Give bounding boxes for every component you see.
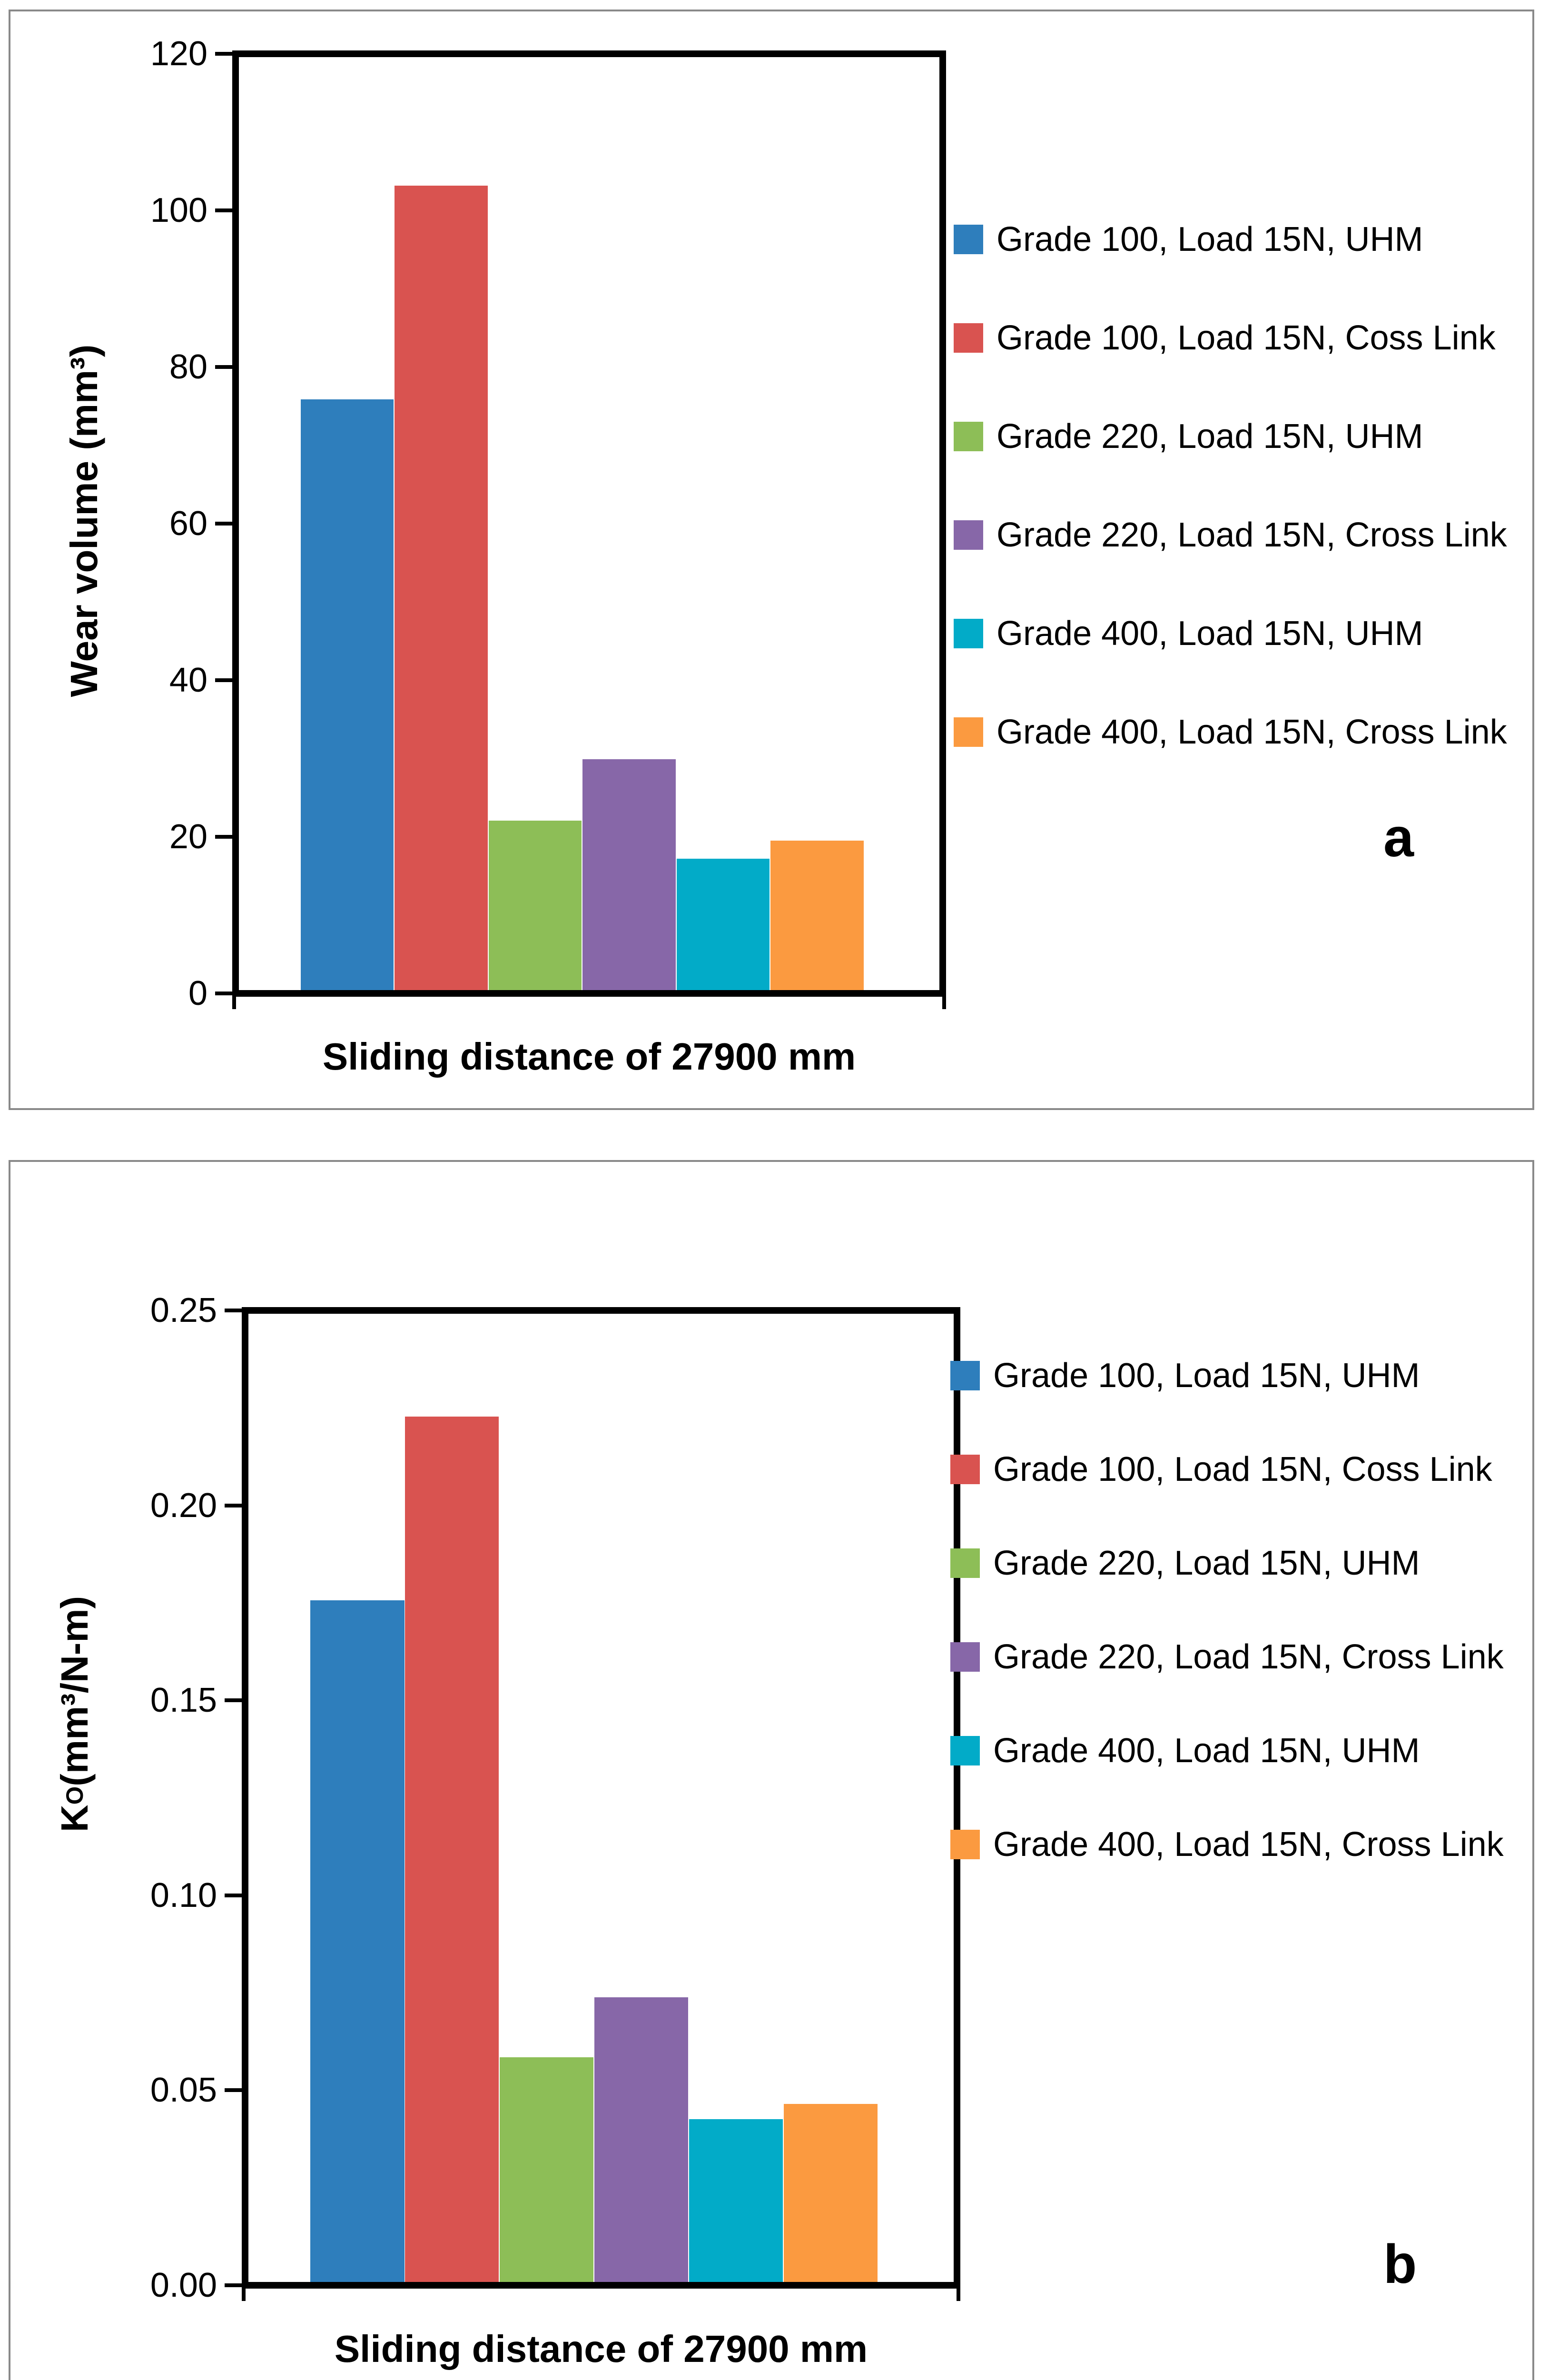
bar-2 (405, 1416, 499, 2282)
legend-label: Grade 400, Load 15N, Cross Link (996, 713, 1507, 751)
y-tick-mark (215, 835, 234, 839)
legend-label: Grade 100, Load 15N, Coss Link (993, 1450, 1492, 1488)
bar-6 (770, 841, 864, 990)
legend-label: Grade 100, Load 15N, UHM (993, 1357, 1420, 1395)
legend-item: Grade 220, Load 15N, UHM (954, 405, 1423, 468)
legend-label: Grade 220, Load 15N, Cross Link (996, 516, 1507, 554)
legend-swatch (950, 1455, 980, 1484)
y-tick-label: 0.10 (150, 1876, 217, 1914)
y-axis-title-b-subscript: O (61, 1786, 88, 1805)
legend-item: Grade 220, Load 15N, UHM (950, 1532, 1420, 1595)
legend-swatch (954, 717, 983, 747)
x-axis-end-tick (242, 2289, 246, 2301)
legend-label: Grade 220, Load 15N, UHM (996, 417, 1423, 456)
legend-label: Grade 400, Load 15N, Cross Link (993, 1825, 1504, 1864)
legend-swatch (950, 1548, 980, 1578)
legend-item: Grade 100, Load 15N, UHM (950, 1344, 1420, 1407)
legend-label: Grade 100, Load 15N, UHM (996, 220, 1423, 258)
y-tick-label: 60 (169, 505, 207, 543)
bar-5 (676, 858, 770, 990)
y-tick-label: 80 (169, 348, 207, 386)
y-tick-label: 0 (188, 974, 207, 1012)
bar-6 (783, 2103, 878, 2282)
y-tick-mark (215, 365, 234, 369)
legend-swatch (954, 422, 983, 451)
legend-swatch (950, 1642, 980, 1672)
y-tick-label: 0.20 (150, 1486, 217, 1525)
y-tick-label: 0.25 (150, 1291, 217, 1329)
bar-4 (594, 1997, 689, 2282)
x-axis-end-tick (957, 2289, 960, 2301)
x-axis-end-tick (942, 997, 946, 1009)
y-tick-label: 100 (150, 191, 207, 229)
bar-4 (582, 759, 676, 990)
y-tick-mark (225, 2283, 244, 2287)
legend-item: Grade 220, Load 15N, Cross Link (950, 1626, 1504, 1688)
panel-a: Wear volume (mm³) Sliding distance of 27… (9, 10, 1534, 1110)
y-tick-mark (225, 1893, 244, 1897)
legend-label: Grade 220, Load 15N, UHM (993, 1544, 1420, 1582)
legend-item: Grade 400, Load 15N, Cross Link (950, 1813, 1504, 1876)
legend-item: Grade 400, Load 15N, UHM (950, 1719, 1420, 1782)
x-axis-title-a: Sliding distance of 27900 mm (322, 1035, 856, 1078)
y-tick-mark (215, 678, 234, 682)
legend-label: Grade 220, Load 15N, Cross Link (993, 1638, 1504, 1676)
legend-swatch (950, 1361, 980, 1390)
panel-letter-b: b (1383, 2234, 1417, 2295)
bar-3 (488, 820, 582, 990)
bar-2 (395, 185, 488, 990)
y-tick-label: 20 (169, 818, 207, 856)
legend-label: Grade 400, Load 15N, UHM (993, 1732, 1420, 1770)
y-tick-mark (215, 992, 234, 995)
legend-swatch (954, 520, 983, 550)
legend-item: Grade 400, Load 15N, UHM (954, 602, 1423, 665)
y-tick-label: 120 (150, 35, 207, 73)
legend-label: Grade 400, Load 15N, UHM (996, 615, 1423, 653)
y-tick-label: 0.05 (150, 2071, 217, 2110)
legend-item: Grade 100, Load 15N, Coss Link (950, 1438, 1492, 1501)
legend-swatch (954, 619, 983, 648)
bar-1 (310, 1600, 405, 2282)
y-tick-mark (225, 1309, 244, 1312)
legend-item: Grade 100, Load 15N, UHM (954, 208, 1423, 271)
y-tick-mark (215, 522, 234, 526)
legend-swatch (954, 225, 983, 254)
legend-swatch (950, 1830, 980, 1859)
y-tick-mark (215, 52, 234, 56)
legend-swatch (950, 1736, 980, 1765)
bar-1 (300, 399, 394, 990)
bar-3 (500, 2057, 594, 2282)
y-tick-mark (225, 2088, 244, 2092)
y-tick-mark (225, 1503, 244, 1507)
x-axis-end-tick (232, 997, 236, 1009)
y-axis-title-b-main: K (53, 1805, 96, 1833)
y-tick-label: 0.00 (150, 2266, 217, 2304)
y-tick-mark (225, 1698, 244, 1703)
legend-item: Grade 220, Load 15N, Cross Link (954, 504, 1507, 566)
y-tick-label: 0.15 (150, 1681, 217, 1720)
x-axis-title-b: Sliding distance of 27900 mm (334, 2328, 868, 2370)
legend-label: Grade 100, Load 15N, Coss Link (996, 319, 1496, 357)
y-tick-label: 40 (169, 661, 207, 699)
y-tick-mark (215, 208, 234, 212)
panel-letter-a: a (1383, 807, 1414, 868)
bar-5 (689, 2119, 783, 2282)
legend-swatch (954, 323, 983, 353)
legend-item: Grade 400, Load 15N, Cross Link (954, 701, 1507, 764)
legend-item: Grade 100, Load 15N, Coss Link (954, 307, 1496, 369)
